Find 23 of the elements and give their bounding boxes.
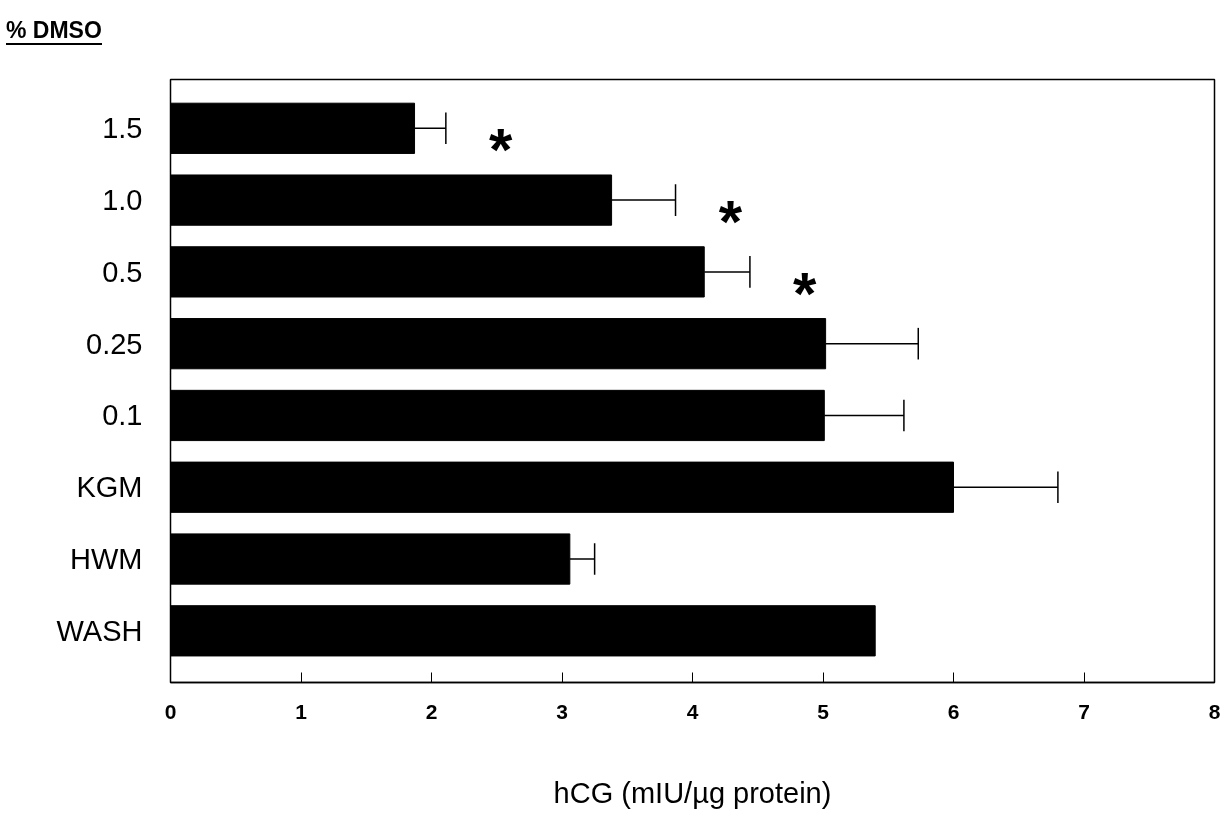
x-tick-label: 8 [1208,699,1221,723]
y-tick-label: HWM [70,543,143,576]
y-tick-label: 0.1 [102,399,143,432]
y-tick-label: 1.0 [102,184,143,217]
y-tick-label: 0.25 [86,327,143,360]
x-tick-label: 2 [425,699,438,723]
x-tick-label: 7 [1078,699,1090,723]
y-tick-label: WASH [56,614,143,647]
x-tick-label: 3 [556,699,568,723]
y-tick-label: 0.5 [102,255,143,288]
x-tick-label: 4 [686,699,699,723]
x-tick-label: 5 [817,699,830,723]
y-tick-label: KGM [76,471,143,504]
y-axis-title: % DMSO [6,17,102,45]
x-tick-label: 0 [164,699,177,723]
bar [170,605,876,657]
y-tick-label: 1.5 [102,112,143,145]
x-tick-label: 1 [295,699,308,723]
annotation: * [793,259,818,327]
annotation: * [718,188,743,256]
x-tick-label: 6 [947,699,960,723]
x-axis-title: hCG (mIU/µg protein) [553,776,832,809]
annotation: * [488,116,513,184]
